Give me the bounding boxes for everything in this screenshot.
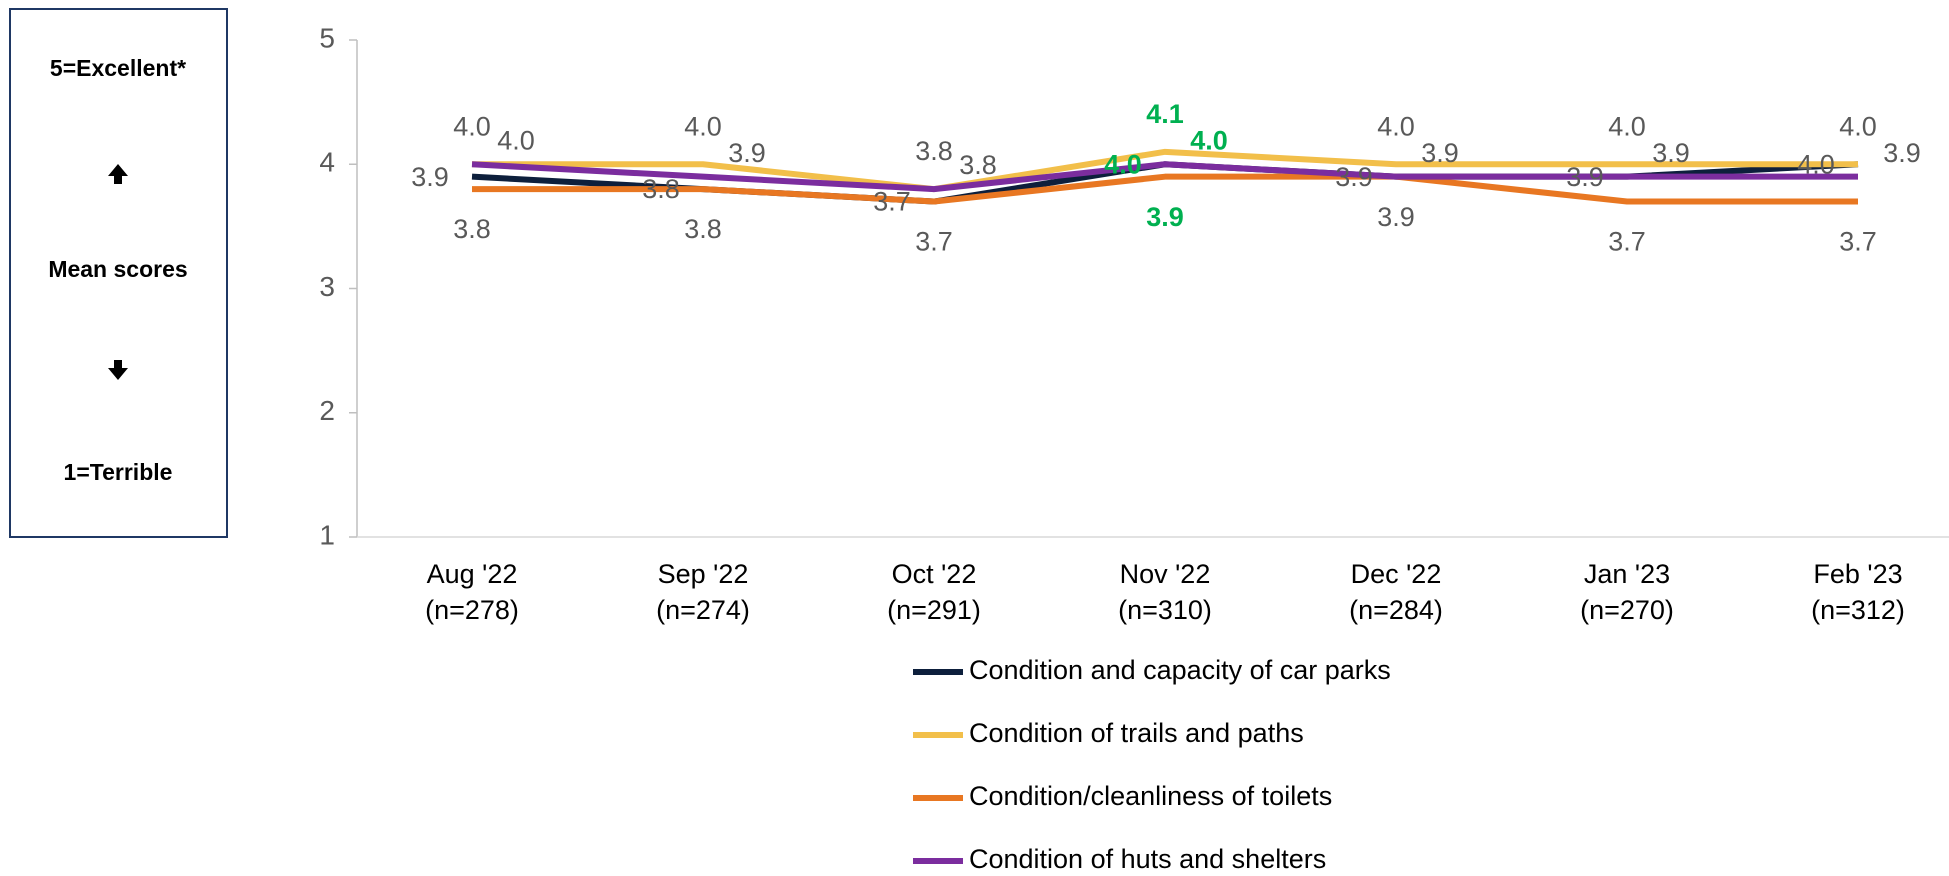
legend-label: Condition and capacity of car parks [969,655,1391,685]
series-line [472,173,1858,205]
data-label: 3.9 [411,162,449,192]
legend-label: Condition/cleanliness of toilets [969,781,1332,811]
data-label: 3.9 [1883,138,1921,168]
x-tick-note: (n=312) [1811,595,1905,625]
x-tick-label: Sep '22 [658,559,749,589]
data-label: 3.9 [1652,138,1690,168]
x-tick-label: Oct '22 [892,559,977,589]
x-tick-label: Feb '23 [1813,559,1902,589]
data-label: 4.0 [1104,149,1142,179]
data-label: 3.9 [728,138,766,168]
data-label: 3.9 [1335,162,1373,192]
series-line [471,161,1859,205]
x-tick-label: Jan '23 [1584,559,1670,589]
data-label: 3.8 [453,214,491,244]
x-tick-label: Aug '22 [427,559,518,589]
y-tick-label: 4 [319,147,335,178]
data-label: 4.0 [1190,125,1228,155]
data-label: 4.0 [1608,111,1646,141]
down-arrow [108,360,128,380]
data-label: 3.8 [959,150,997,180]
x-tick-label: Dec '22 [1351,559,1442,589]
data-label: 3.9 [1377,202,1415,232]
legend-label: Condition of huts and shelters [969,844,1326,874]
data-label: 3.8 [684,214,722,244]
side-label: Mean scores [48,256,187,282]
side-box [9,8,228,538]
data-label: 4.0 [497,125,535,155]
data-label: 4.0 [1839,111,1877,141]
x-tick-note: (n=274) [656,595,750,625]
side-label: 1=Terrible [64,459,173,485]
x-tick-note: (n=284) [1349,595,1443,625]
up-arrow [108,164,128,184]
data-label: 4.0 [1797,149,1835,179]
data-label: 3.8 [915,136,953,166]
y-tick-label: 5 [319,22,335,53]
data-label: 3.9 [1146,202,1184,232]
data-label: 3.9 [1421,138,1459,168]
x-tick-note: (n=291) [887,595,981,625]
data-label: 3.7 [915,227,953,257]
x-tick-label: Nov '22 [1120,559,1211,589]
series-line [472,148,1858,193]
x-tick-note: (n=270) [1580,595,1674,625]
data-label: 4.0 [1377,111,1415,141]
data-label: 4.0 [453,111,491,141]
y-tick-label: 3 [319,271,335,302]
data-label: 3.8 [642,174,680,204]
legend-label: Condition of trails and paths [969,718,1304,748]
x-tick-note: (n=278) [425,595,519,625]
data-label: 3.7 [1839,227,1877,257]
data-label: 4.1 [1146,99,1184,129]
side-label: 5=Excellent* [50,55,186,81]
y-tick-label: 1 [319,519,335,550]
data-label: 3.7 [1608,227,1646,257]
x-tick-note: (n=310) [1118,595,1212,625]
data-label: 3.9 [1566,162,1604,192]
data-label: 4.0 [684,111,722,141]
y-tick-label: 2 [319,395,335,426]
series-line [471,161,1858,193]
data-label: 3.7 [873,187,911,217]
